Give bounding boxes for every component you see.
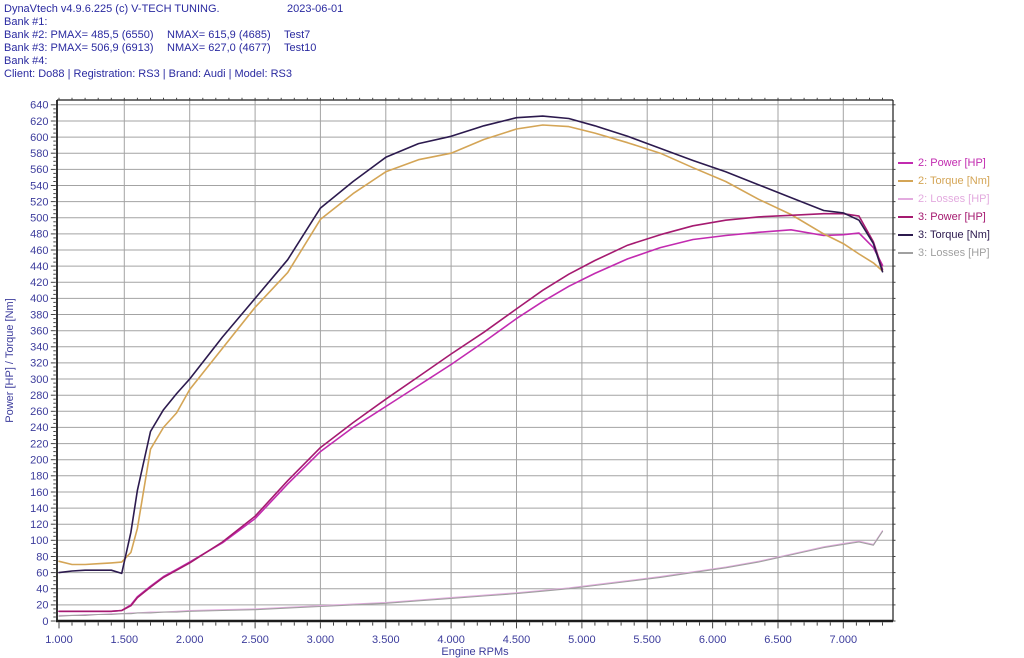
bank2-line: Bank #2: PMAX= 485,5 (6550) NMAX= 615,9 … (0, 29, 1024, 42)
svg-text:500: 500 (30, 213, 48, 225)
svg-text:240: 240 (30, 422, 48, 434)
client-line: Client: Do88 | Registration: RS3 | Brand… (0, 68, 1024, 81)
svg-text:80: 80 (36, 551, 48, 563)
svg-text:140: 140 (30, 503, 48, 515)
legend-item: 3: Torque [Nm] (898, 226, 990, 244)
bank2-nmax: NMAX= 615,9 (4685) (167, 29, 271, 41)
svg-text:120: 120 (30, 519, 48, 531)
svg-text:3.500: 3.500 (372, 634, 400, 646)
report-date: 2023-06-01 (287, 3, 344, 15)
legend-item: 2: Losses [HP] (898, 190, 990, 208)
legend-line-swatch (898, 162, 913, 164)
legend-label: 3: Losses [HP] (918, 247, 990, 259)
svg-text:6.500: 6.500 (764, 634, 792, 646)
svg-text:180: 180 (30, 471, 48, 483)
svg-text:60: 60 (36, 567, 48, 579)
bank1-line: Bank #1: (0, 16, 1024, 29)
svg-text:520: 520 (30, 196, 48, 208)
svg-text:200: 200 (30, 455, 48, 467)
legend-line-swatch (898, 216, 913, 218)
svg-text:460: 460 (30, 245, 48, 257)
svg-text:100: 100 (30, 535, 48, 547)
svg-text:40: 40 (36, 584, 48, 596)
bank1-label: Bank #1: (4, 16, 48, 28)
report-header: DynaVtech v4.9.6.225 (c) V-TECH TUNING. … (0, 3, 1024, 81)
svg-text:3.000: 3.000 (307, 634, 335, 646)
svg-text:5.500: 5.500 (633, 634, 661, 646)
svg-text:540: 540 (30, 180, 48, 192)
title-line: DynaVtech v4.9.6.225 (c) V-TECH TUNING. … (0, 3, 1024, 16)
svg-text:480: 480 (30, 229, 48, 241)
svg-text:5.000: 5.000 (568, 634, 596, 646)
svg-text:620: 620 (30, 116, 48, 128)
bank3-line: Bank #3: PMAX= 506,9 (6913) NMAX= 627,0 … (0, 42, 1024, 55)
bank3-pmax: Bank #3: PMAX= 506,9 (6913) (4, 42, 154, 54)
svg-text:320: 320 (30, 358, 48, 370)
legend-line-swatch (898, 234, 913, 236)
svg-text:280: 280 (30, 390, 48, 402)
legend-line-swatch (898, 180, 913, 182)
series-2-torque (58, 124, 884, 566)
svg-text:420: 420 (30, 277, 48, 289)
series-2-losses (58, 530, 884, 616)
svg-text:400: 400 (30, 293, 48, 305)
svg-text:2.500: 2.500 (241, 634, 269, 646)
app-title: DynaVtech v4.9.6.225 (c) V-TECH TUNING. (4, 3, 220, 15)
bank3-test-name: Test10 (284, 42, 317, 54)
series-2-power (58, 229, 884, 613)
tick-marks (50, 97, 896, 629)
svg-text:160: 160 (30, 487, 48, 499)
legend-line-swatch (898, 252, 913, 254)
legend-label: 2: Losses [HP] (918, 193, 990, 205)
svg-text:260: 260 (30, 406, 48, 418)
svg-text:0: 0 (42, 616, 48, 628)
bank4-label: Bank #4: (4, 55, 48, 67)
client-info: Client: Do88 | Registration: RS3 | Brand… (4, 68, 292, 80)
y-axis-title: Power [HP] / Torque [Nm] (4, 298, 16, 423)
legend-label: 2: Torque [Nm] (918, 175, 990, 187)
tick-labels: 0 20 40 60 80 100 120 140 160 180 200 220 240 260 280 3… (30, 100, 857, 646)
svg-text:4.000: 4.000 (437, 634, 465, 646)
chart-legend: 2: Power [HP] 2: Torque [Nm] 2: Losses [… (898, 154, 990, 262)
x-axis-title: Engine RPMs (441, 646, 509, 658)
svg-text:640: 640 (30, 100, 48, 112)
svg-text:1.500: 1.500 (111, 634, 139, 646)
legend-label: 3: Power [HP] (918, 211, 986, 223)
svg-text:300: 300 (30, 374, 48, 386)
svg-text:340: 340 (30, 342, 48, 354)
legend-item: 2: Torque [Nm] (898, 172, 990, 190)
bank2-test-name: Test7 (284, 29, 311, 41)
svg-text:4.500: 4.500 (503, 634, 531, 646)
legend-label: 2: Power [HP] (918, 157, 986, 169)
bank2-pmax: Bank #2: PMAX= 485,5 (6550) (4, 29, 154, 41)
svg-text:2.000: 2.000 (176, 634, 204, 646)
svg-text:6.000: 6.000 (699, 634, 727, 646)
legend-label: 3: Torque [Nm] (918, 229, 990, 241)
svg-text:560: 560 (30, 164, 48, 176)
svg-text:600: 600 (30, 132, 48, 144)
svg-text:440: 440 (30, 261, 48, 273)
svg-text:380: 380 (30, 309, 48, 321)
bank3-nmax: NMAX= 627,0 (4677) (167, 42, 271, 54)
gridlines (57, 100, 893, 621)
svg-text:580: 580 (30, 148, 48, 160)
legend-item: 3: Power [HP] (898, 208, 990, 226)
legend-line-swatch (898, 198, 913, 200)
legend-item: 3: Losses [HP] (898, 244, 990, 262)
svg-text:7.000: 7.000 (830, 634, 858, 646)
svg-text:20: 20 (36, 600, 48, 612)
series-3-power (58, 212, 884, 613)
svg-text:220: 220 (30, 438, 48, 450)
svg-text:360: 360 (30, 326, 48, 338)
series-3-torque (58, 115, 884, 575)
legend-item: 2: Power [HP] (898, 154, 990, 172)
series-3-losses (58, 530, 884, 617)
bank4-line: Bank #4: (0, 55, 1024, 68)
series-lines (58, 115, 884, 617)
axis-titles: Engine RPMs Power [HP] / Torque [Nm] (4, 298, 509, 658)
plot-border (56, 99, 894, 623)
svg-text:1.000: 1.000 (45, 634, 73, 646)
